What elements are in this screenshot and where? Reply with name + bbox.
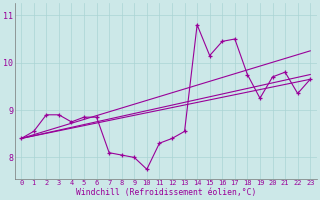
X-axis label: Windchill (Refroidissement éolien,°C): Windchill (Refroidissement éolien,°C) [76,188,256,197]
